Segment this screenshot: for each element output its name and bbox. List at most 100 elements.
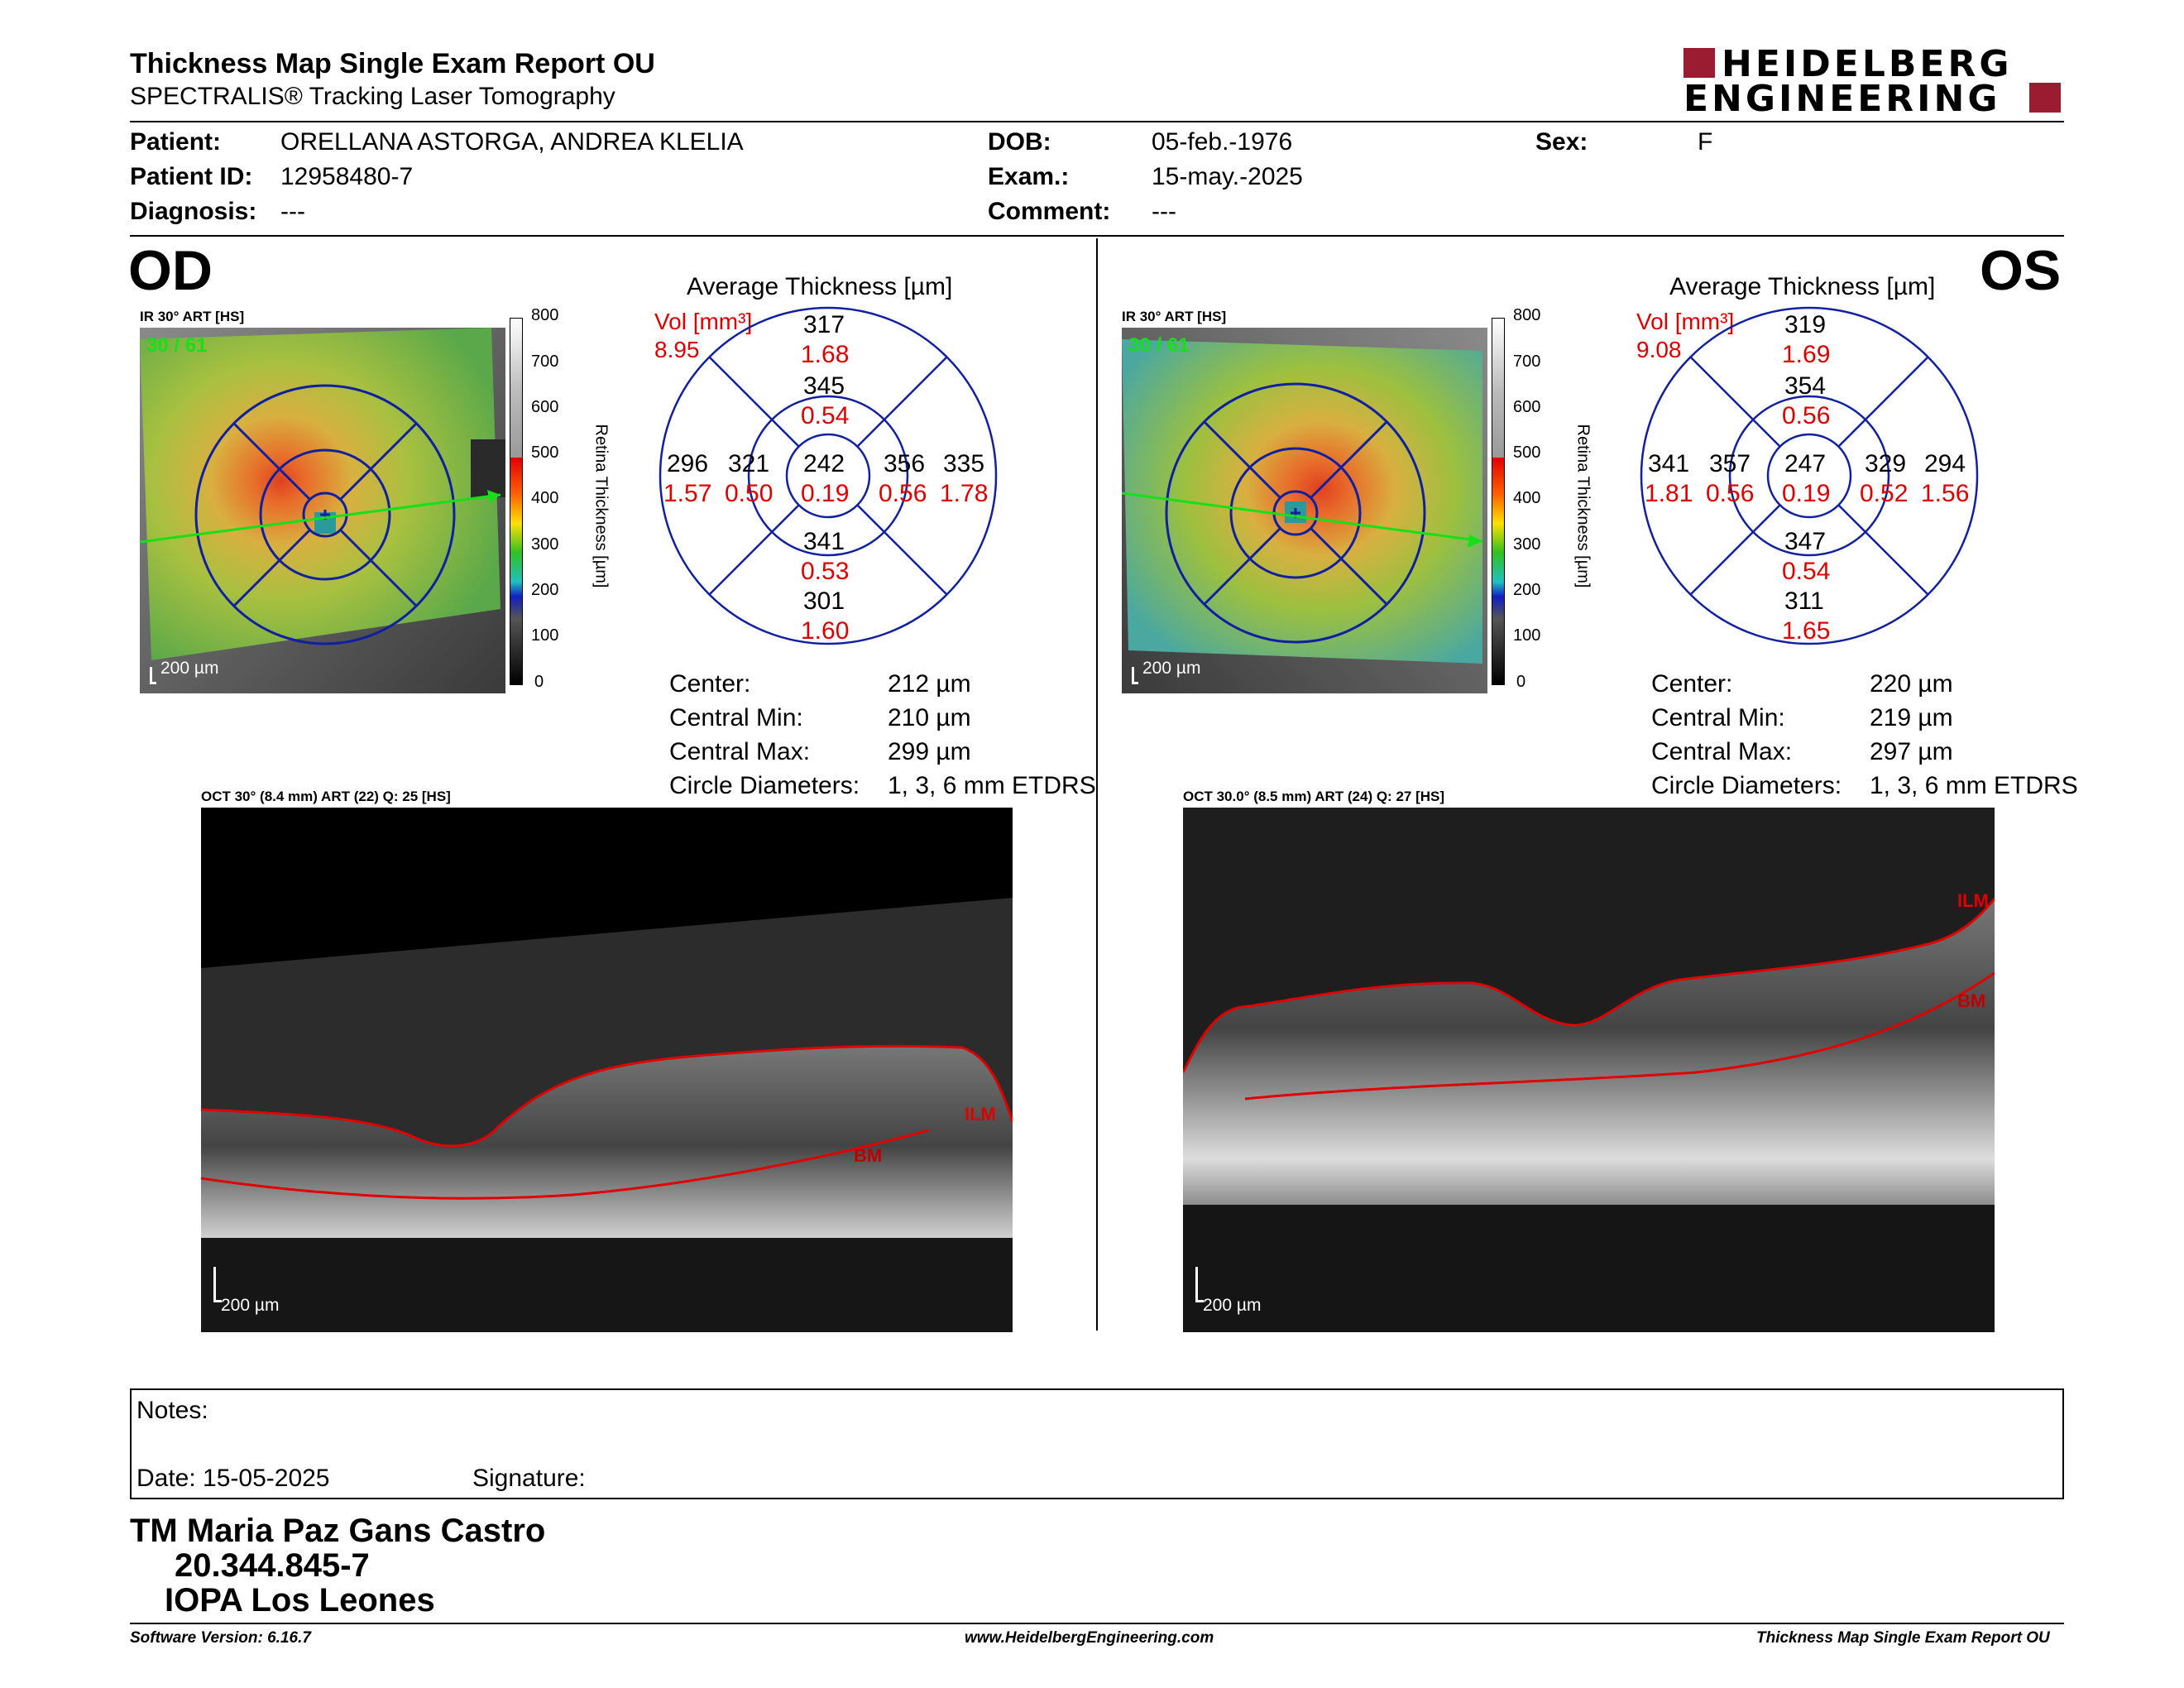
od-outer-left-thickness: 296 [667,450,709,477]
os-outer-left-thickness: 341 [1648,450,1690,477]
od-stat-center-label: Center: [669,670,751,698]
od-oct-label: OCT 30° (8.4 mm) ART (22) Q: 25 [HS] [201,789,451,804]
colorbar-tick: 100 [1513,626,1541,645]
od-stat-center-value: 212 µm [888,670,971,698]
os-stat-max-value: 297 µm [1870,738,1953,765]
os-oct-scale-bar [1195,1267,1198,1302]
os-inner-right-volume: 0.52 [1860,480,1909,507]
od-scan-arrow-icon [487,490,500,503]
colorbar-tick: 500 [531,444,559,462]
os-colorbar-ticks: 800 700 600 500 400 300 200 100 0 [1513,306,1546,695]
os-stat-circle-value: 1, 3, 6 mm ETDRS [1870,772,2078,799]
od-inner-left-volume: 0.50 [725,480,774,507]
os-outer-bottom-volume: 1.65 [1782,617,1831,645]
od-inner-bottom-thickness: 341 [803,528,845,555]
os-stat-min-value: 219 µm [1870,704,1953,731]
signer-rut: 20.344.845-7 [175,1547,370,1584]
od-outer-bottom-volume: 1.60 [801,617,850,645]
od-etdrs-diagram [659,306,998,645]
od-inner-top-volume: 0.54 [801,402,850,429]
os-eye-label: OS [1980,239,2062,302]
os-inner-left-volume: 0.56 [1706,480,1755,507]
sex-value: F [1698,128,1713,156]
os-center-thickness: 247 [1784,450,1827,477]
od-stat-min-value: 210 µm [888,704,971,731]
od-inner-right-volume: 0.56 [879,480,927,507]
od-ir-label: IR 30° ART [HS] [140,309,245,324]
os-etdrs-diagram [1640,306,1979,645]
od-stat-max-label: Central Max: [669,738,811,765]
colorbar-tick: 500 [1513,444,1541,462]
os-scan-arrow-icon [1468,535,1482,548]
diagnosis-value: --- [280,198,305,225]
colorbar-tick: 600 [531,398,559,416]
od-oct-scale-bar [213,1267,216,1302]
od-scan-line [140,493,501,544]
os-scan-line [1122,492,1483,543]
od-map-scale-label: 200 µm [160,659,219,678]
colorbar-tick: 600 [1513,398,1541,416]
patient-label: Patient: [130,128,222,156]
os-stat-min-label: Central Min: [1651,704,1785,731]
od-inner-bottom-volume: 0.53 [801,558,850,585]
report-title: Thickness Map Single Exam Report OU [130,48,655,79]
patient-id-value: 12958480-7 [280,163,414,190]
od-colorbar-ticks: 800 700 600 500 400 300 200 100 0 [531,306,564,695]
od-oct-scale-label: 200 µm [221,1296,280,1315]
patient-rule [130,235,2064,237]
os-oct-scale-label: 200 µm [1203,1296,1262,1315]
od-outer-top-thickness: 317 [803,311,845,338]
od-stat-max-value: 299 µm [888,738,971,765]
os-sector-values: 319 1.69 354 0.56 341 1.81 357 0.56 247 … [1640,306,1979,645]
od-stat-min-label: Central Min: [669,704,803,731]
os-thickness-map [1122,328,1487,693]
footer-rule [130,1623,2064,1624]
logo-line2: ENGINEERING [1684,78,2001,120]
patient-value: ORELLANA ASTORGA, ANDREA KLELIA [280,128,744,156]
od-vol-value: 8.95 [654,337,700,362]
os-outer-top-volume: 1.69 [1782,341,1831,368]
od-inner-top-thickness: 345 [803,372,845,400]
os-bm-label: BM [1957,990,1986,1011]
colorbar-tick: 100 [531,626,559,645]
report-subtitle: SPECTRALIS® Tracking Laser Tomography [130,83,615,110]
website-link[interactable]: www.HeidelbergEngineering.com [965,1629,1214,1647]
colorbar-tick: 800 [531,306,559,324]
signer-name: TM Maria Paz Gans Castro [130,1513,546,1549]
od-inner-right-thickness: 356 [884,450,926,477]
os-outer-top-thickness: 319 [1784,311,1827,338]
os-colorbar-title: Retina Thickness [µm] [1573,424,1592,588]
od-sector-values: 317 1.68 345 0.54 296 1.57 321 0.50 242 … [659,306,998,645]
od-vol-label: Vol [mm³] [654,309,753,334]
colorbar-tick: 0 [534,673,544,691]
comment-label: Comment: [988,198,1111,225]
logo-square-top [1684,48,1715,78]
os-vol-label: Vol [mm³] [1636,309,1735,334]
od-colorbar-title: Retina Thickness [µm] [592,424,611,588]
colorbar-tick: 0 [1516,673,1526,691]
notes-label: Notes: [136,1397,208,1424]
comment-value: --- [1152,198,1176,225]
notes-box: Notes: Date: 15-05-2025 Signature: [130,1388,2064,1499]
od-outer-right-volume: 1.78 [940,480,989,507]
os-outer-bottom-thickness: 311 [1784,587,1824,615]
od-inner-left-thickness: 321 [728,450,770,477]
os-inner-top-thickness: 354 [1784,372,1827,400]
os-map-scale-label: 200 µm [1142,659,1201,678]
os-oct-bscan [1183,808,1995,1332]
footer-report-title: Thickness Map Single Exam Report OU [1756,1629,2050,1647]
od-stat-circle-label: Circle Diameters: [669,772,860,799]
os-bm-line [1244,971,1995,1101]
od-outer-bottom-thickness: 301 [803,587,845,615]
dob-label: DOB: [988,128,1051,156]
od-center-volume: 0.19 [801,480,850,507]
os-inner-right-thickness: 329 [1865,450,1907,477]
od-center-thickness: 242 [803,450,845,477]
colorbar-tick: 400 [1513,489,1541,507]
colorbar-tick: 200 [1513,581,1541,599]
os-outer-left-volume: 1.81 [1645,480,1693,507]
od-bm-line [201,1129,930,1200]
od-outer-top-volume: 1.68 [801,341,850,368]
logo-line1: HEIDELBERG [1722,43,2013,85]
logo-square-bottom [2029,83,2061,113]
